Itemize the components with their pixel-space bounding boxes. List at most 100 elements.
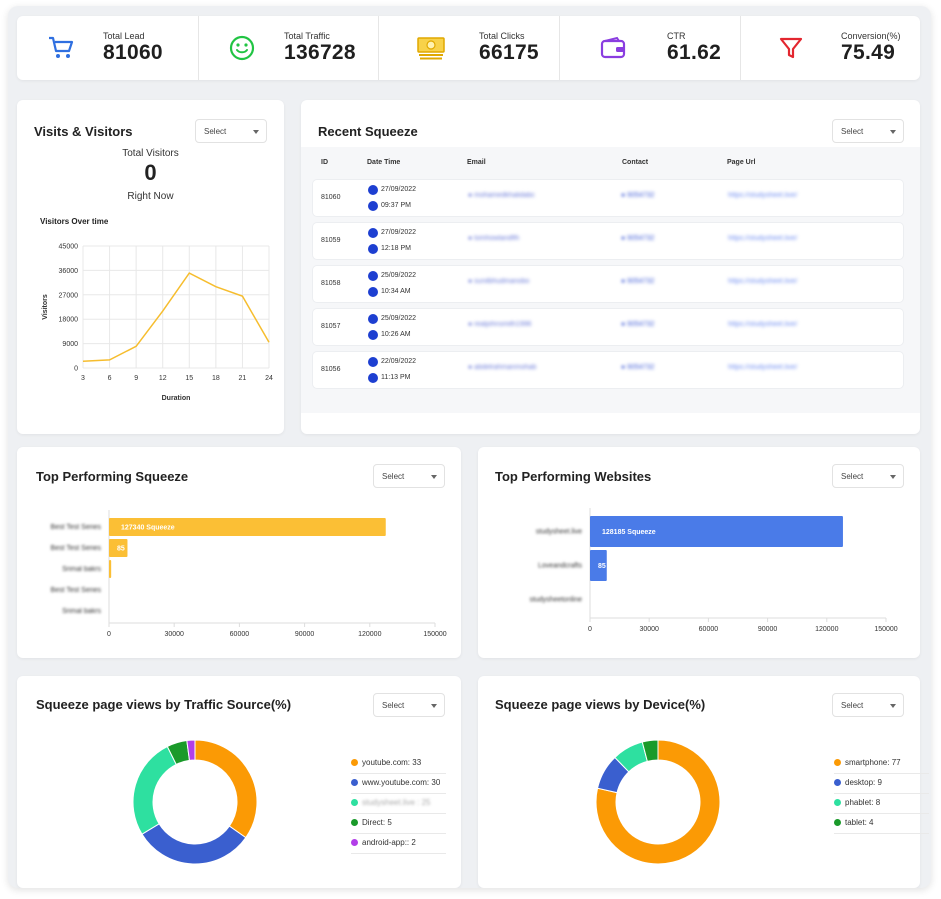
stat-value: 61.62 <box>667 41 722 64</box>
legend-dot <box>351 799 358 806</box>
legend-divider <box>351 793 446 794</box>
legend-dot <box>834 819 841 826</box>
bar-data-label: 128185 Squeeze <box>602 529 656 536</box>
clock-icon <box>368 244 378 254</box>
top-squeeze-card: Top Performing Squeeze Select 0 30000 6000… <box>17 447 461 658</box>
select-label: Select <box>204 127 227 136</box>
row-id: 81060 <box>321 194 341 201</box>
legend-divider <box>351 853 446 854</box>
row-date: 25/09/2022 <box>381 272 417 279</box>
legend-divider <box>834 813 929 814</box>
traffic-source-title: Squeeze page views by Traffic Source(%) <box>36 697 292 712</box>
legend-item[interactable]: desktop: 9 <box>834 778 882 787</box>
visits-select[interactable]: Select <box>195 119 267 143</box>
table-row[interactable]: 81056 22/09/2022 11:13 PM ● abdelrahmanmoha… <box>313 352 903 388</box>
legend-label: phablet: 8 <box>845 798 881 807</box>
wallet-icon <box>593 28 633 68</box>
table-row[interactable]: 81058 25/09/2022 10:34 AM ● sunilbhudmanobo… <box>313 266 903 302</box>
row-url-redacted[interactable]: https://studysheet.live/ <box>728 278 798 285</box>
x-axis-label: Duration <box>162 395 191 402</box>
row-time: 10:34 AM <box>381 288 411 295</box>
bar-data-label: 85 <box>598 563 606 570</box>
recent-select[interactable]: Select <box>832 119 904 143</box>
legend-item[interactable]: www.youtube.com: 30 <box>351 778 440 787</box>
top-websites-select[interactable]: Select <box>832 464 904 488</box>
category-label-redacted: Best Test Series <box>51 545 102 552</box>
table-row[interactable]: 81059 27/09/2022 12:18 PM ● tomhowlandflh ● … <box>313 223 903 259</box>
row-time: 12:18 PM <box>381 245 411 252</box>
chevron-down-icon <box>890 475 896 479</box>
legend-item[interactable]: Direct: 5 <box>351 818 392 827</box>
pie-slice <box>186 739 196 761</box>
device-select[interactable]: Select <box>832 693 904 717</box>
col-contact: Contact <box>622 159 649 166</box>
calendar-icon <box>368 357 378 367</box>
x-tick-label: 90000 <box>295 631 315 638</box>
x-tick-label: 0 <box>588 626 592 633</box>
series-line <box>82 272 270 362</box>
legend-item[interactable]: studysheet.live : 25 <box>351 798 430 807</box>
legend-item[interactable]: youtube.com: 33 <box>351 758 421 767</box>
col-id: ID <box>321 159 328 166</box>
table-row[interactable]: 81057 25/09/2022 10:26 AM ● realjohnsmith19… <box>313 309 903 345</box>
row-url-redacted[interactable]: https://studysheet.live/ <box>728 364 798 371</box>
col-email: Email <box>467 159 486 166</box>
funnel-icon <box>771 28 811 68</box>
bar <box>109 539 128 557</box>
clock-icon <box>368 373 378 383</box>
x-tick-label: 120000 <box>815 626 838 633</box>
stats-bar: Total Lead 81060 Total Traffic 136728 To… <box>17 16 920 80</box>
total-visitors-label: Total Visitors <box>122 148 179 159</box>
calendar-icon <box>368 314 378 324</box>
x-tick-label: 150000 <box>423 631 446 638</box>
visits-card: Visits & Visitors Select Total Visitors … <box>17 100 284 434</box>
visits-title: Visits & Visitors <box>34 124 133 139</box>
traffic-source-select[interactable]: Select <box>373 693 445 717</box>
y-tick-label: 27000 <box>59 292 79 299</box>
category-label-redacted: Loveandcrafts <box>538 563 582 570</box>
row-id: 81058 <box>321 280 341 287</box>
x-tick-label: 24 <box>265 375 273 382</box>
stat-label: Total Clicks <box>479 31 525 41</box>
legend-label: Direct: 5 <box>362 818 392 827</box>
legend-dot <box>351 839 358 846</box>
legend-item[interactable]: smartphone: 77 <box>834 758 901 767</box>
calendar-icon <box>368 228 378 238</box>
col-datetime: Date Time <box>367 159 401 166</box>
bar-data-label: 127340 Squeeze <box>121 525 175 532</box>
chevron-down-icon <box>890 704 896 708</box>
row-time: 10:26 AM <box>381 331 411 338</box>
x-tick-label: 30000 <box>164 631 184 638</box>
legend-item[interactable]: tablet: 4 <box>834 818 873 827</box>
row-date: 25/09/2022 <box>381 315 417 322</box>
row-id: 81059 <box>321 237 341 244</box>
stat-total-clicks: Total Clicks 66175 <box>411 16 571 80</box>
y-tick-label: 45000 <box>59 244 79 251</box>
row-id: 81057 <box>321 323 341 330</box>
row-contact-redacted: ● 9054732 <box>621 321 655 328</box>
legend-item[interactable]: android-app:: 2 <box>351 838 416 847</box>
select-label: Select <box>841 127 864 136</box>
stat-conversion: Conversion(%) 75.49 <box>771 16 921 80</box>
device-donut <box>595 739 721 865</box>
category-label-redacted: studysheet.live <box>536 529 582 536</box>
legend-item[interactable]: phablet: 8 <box>834 798 880 807</box>
clock-icon <box>368 287 378 297</box>
legend-divider <box>351 813 446 814</box>
select-label: Select <box>382 472 405 481</box>
table-row[interactable]: 81060 27/09/2022 09:37 PM ● mohamedkhalidab… <box>313 180 903 216</box>
y-tick-label: 18000 <box>59 317 79 324</box>
row-url-redacted[interactable]: https://studysheet.live/ <box>728 321 798 328</box>
x-tick-label: 150000 <box>874 626 897 633</box>
clock-icon <box>368 201 378 211</box>
top-squeeze-select[interactable]: Select <box>373 464 445 488</box>
bar <box>109 518 386 536</box>
legend-label: desktop: 9 <box>845 778 882 787</box>
stat-value: 136728 <box>284 41 356 64</box>
bar <box>590 516 843 547</box>
row-url-redacted[interactable]: https://studysheet.live/ <box>728 192 798 199</box>
legend-label: smartphone: 77 <box>845 758 901 767</box>
row-url-redacted[interactable]: https://studysheet.live/ <box>728 235 798 242</box>
top-websites-card: Top Performing Websites Select 0 30000 600… <box>478 447 920 658</box>
legend-dot <box>351 819 358 826</box>
